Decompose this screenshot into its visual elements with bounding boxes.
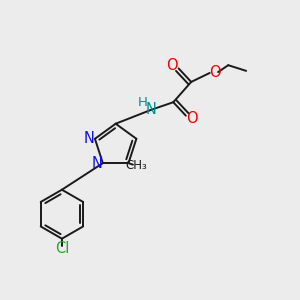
Text: N: N (92, 156, 103, 171)
Text: N: N (84, 131, 95, 146)
Text: O: O (209, 65, 221, 80)
Text: O: O (187, 111, 198, 126)
Text: Cl: Cl (55, 241, 69, 256)
Text: N: N (146, 102, 157, 117)
Text: CH₃: CH₃ (125, 159, 147, 172)
Text: O: O (166, 58, 178, 73)
Text: H: H (138, 96, 148, 109)
